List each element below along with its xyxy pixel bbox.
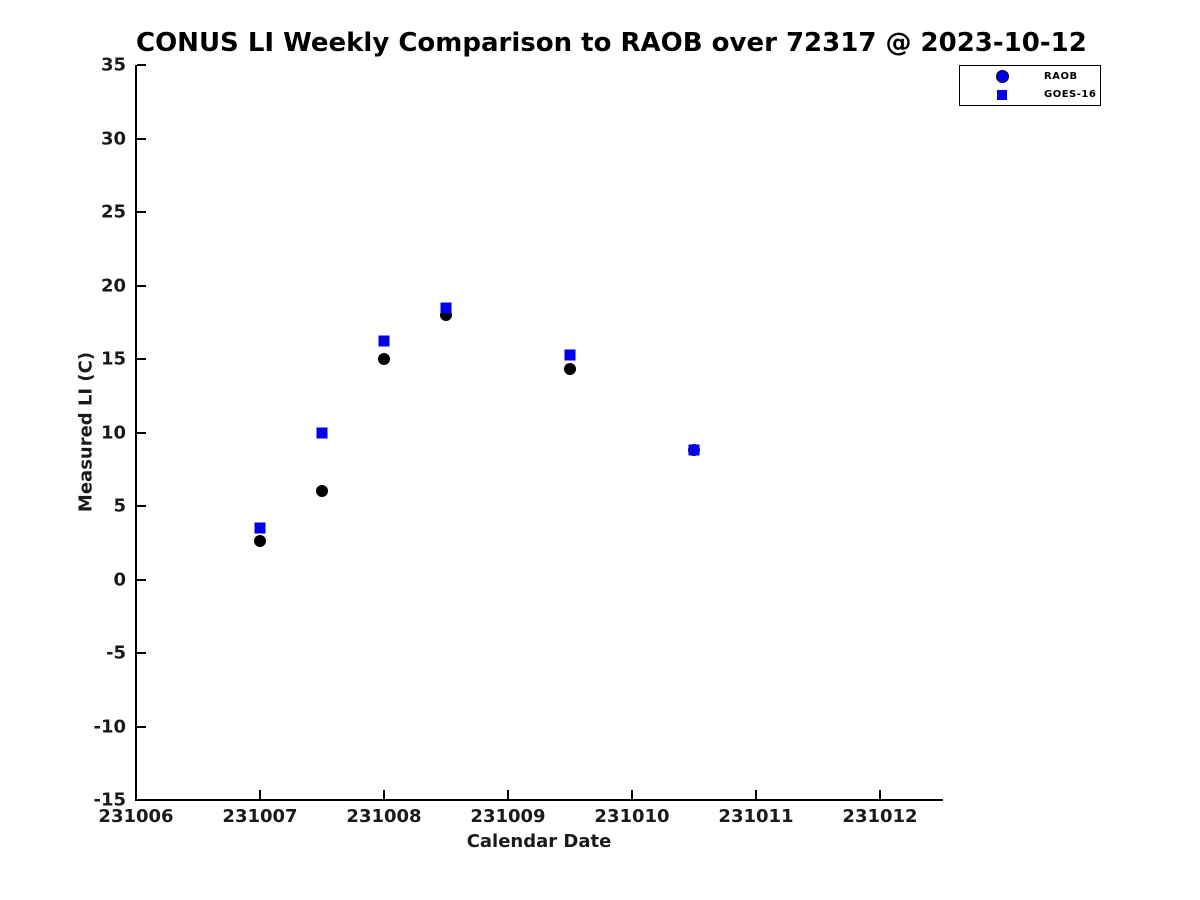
y-tick-mark — [137, 578, 146, 581]
x-tick-mark — [507, 790, 509, 799]
legend-row-goes16: GOES-16 — [960, 87, 1100, 102]
y-tick-mark — [137, 505, 146, 507]
y-tick-label: 10 — [100, 422, 126, 443]
x-tick-mark — [755, 790, 757, 799]
legend-marker-cell — [960, 70, 1044, 83]
legend-box: RAOB GOES-16 — [959, 65, 1101, 106]
y-tick-label: -15 — [93, 789, 126, 811]
legend-marker-cell — [960, 89, 1044, 100]
x-tick-mark — [259, 790, 261, 799]
x-tick-label: 231008 — [346, 806, 422, 827]
x-tick-label: 231012 — [842, 806, 918, 827]
y-tick-mark — [137, 358, 146, 360]
legend-label-raob: RAOB — [1044, 71, 1078, 82]
marker-raob — [378, 353, 390, 365]
x-tick-label: 231010 — [594, 806, 670, 827]
y-tick-mark — [137, 652, 146, 654]
x-tick-label: 231006 — [98, 806, 174, 827]
x-tick-mark — [879, 790, 881, 799]
y-tick-mark — [137, 284, 146, 287]
x-axis-title: Calendar Date — [466, 831, 612, 852]
marker-goes-16 — [378, 335, 390, 347]
x-tick-mark — [631, 790, 633, 799]
goes16-square-icon — [997, 89, 1007, 100]
legend-label-goes16: GOES-16 — [1044, 89, 1097, 100]
x-axis-line — [135, 799, 943, 801]
y-tick-mark — [137, 799, 146, 801]
marker-goes-16 — [564, 349, 576, 361]
y-tick-mark — [137, 64, 146, 66]
marker-raob — [564, 363, 576, 376]
legend-row-raob: RAOB — [960, 69, 1100, 84]
y-tick-label: 20 — [100, 275, 126, 296]
y-tick-label: 0 — [113, 569, 126, 590]
y-axis-line — [135, 65, 137, 801]
y-tick-mark — [137, 725, 146, 728]
x-tick-mark — [383, 790, 385, 799]
y-tick-mark — [137, 137, 146, 140]
y-tick-label: -10 — [93, 716, 126, 737]
y-tick-label: 5 — [113, 495, 126, 517]
y-tick-label: 15 — [100, 348, 126, 370]
y-tick-mark — [137, 211, 146, 213]
x-tick-label: 231007 — [222, 806, 298, 827]
x-tick-label: 231009 — [470, 806, 546, 827]
x-tick-label: 231011 — [718, 806, 794, 827]
y-tick-label: 25 — [100, 201, 126, 223]
raob-circle-icon — [995, 70, 1009, 83]
y-tick-label: -5 — [106, 642, 126, 664]
chart-title: CONUS LI Weekly Comparison to RAOB over … — [136, 28, 1087, 58]
marker-raob — [316, 485, 328, 498]
x-tick-mark — [135, 790, 137, 799]
y-tick-label: 30 — [100, 128, 126, 149]
marker-goes-16 — [440, 302, 452, 314]
marker-raob — [254, 535, 266, 548]
marker-goes-16 — [254, 522, 266, 534]
y-axis-title: Measured LI (C) — [75, 351, 97, 513]
marker-goes-16 — [688, 444, 700, 456]
marker-goes-16 — [316, 427, 328, 438]
y-tick-mark — [137, 431, 146, 434]
y-tick-label: 35 — [100, 54, 126, 76]
